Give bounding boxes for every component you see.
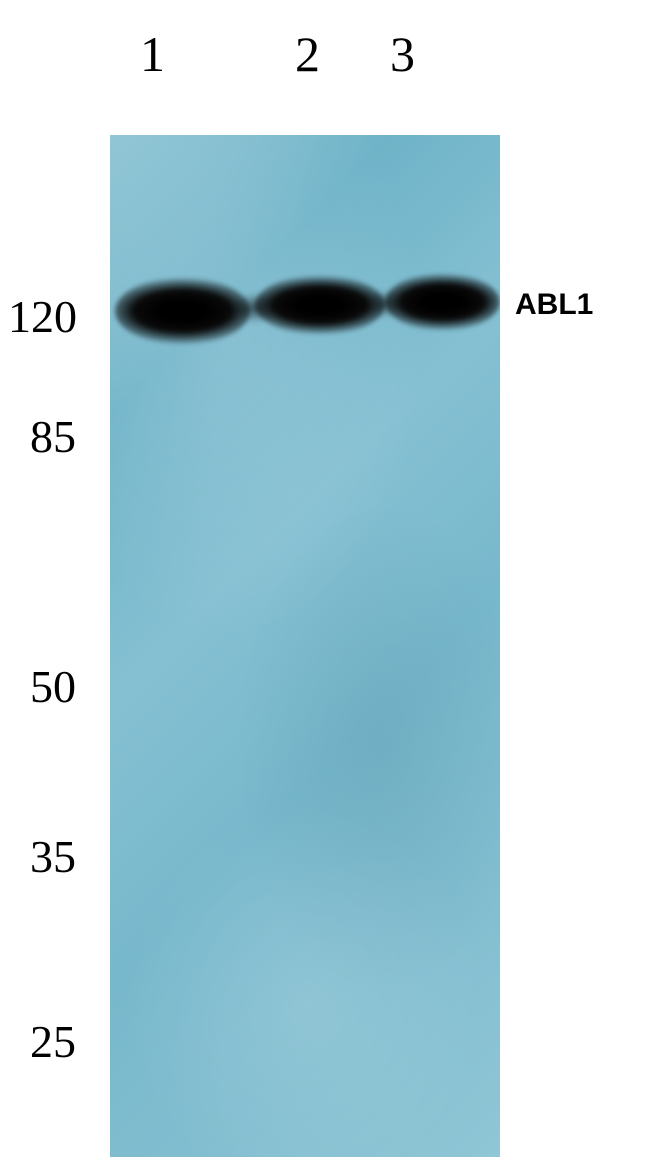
western-blot-figure: 1 2 3 120 85 50 35 25 ABL1 bbox=[0, 0, 650, 1168]
blot-membrane bbox=[110, 135, 500, 1157]
marker-35: 35 bbox=[30, 830, 76, 883]
lane-label-3: 3 bbox=[390, 25, 415, 83]
marker-120: 120 bbox=[8, 290, 77, 343]
band-lane-3 bbox=[385, 273, 500, 331]
marker-25: 25 bbox=[30, 1015, 76, 1068]
marker-50: 50 bbox=[30, 660, 76, 713]
marker-85: 85 bbox=[30, 410, 76, 463]
lane-label-2: 2 bbox=[295, 25, 320, 83]
protein-name-label: ABL1 bbox=[515, 288, 593, 322]
lane-label-1: 1 bbox=[140, 25, 165, 83]
